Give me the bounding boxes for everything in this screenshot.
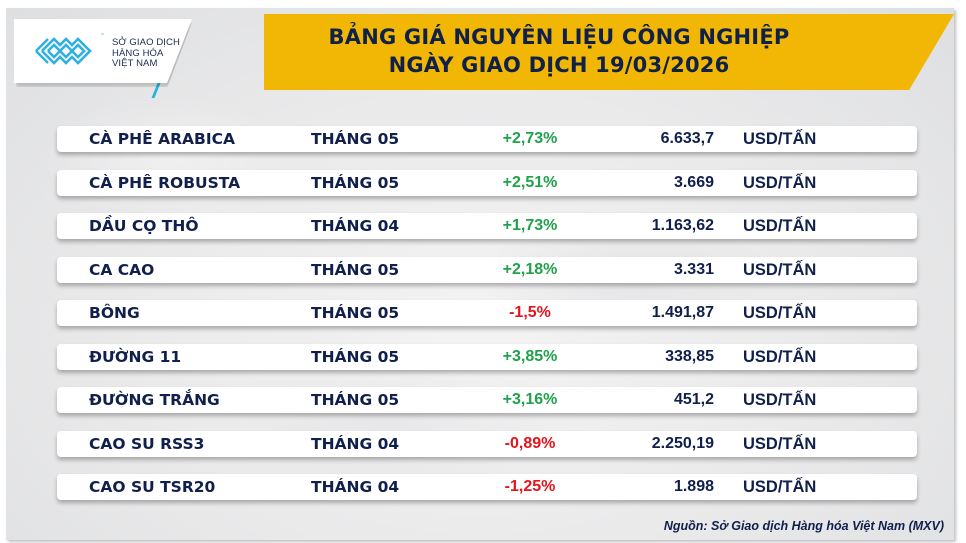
page-title: BẢNG GIÁ NGUYÊN LIỆU CÔNG NGHIỆP NGÀY GI…	[264, 23, 854, 79]
commodity-name: CA CAO	[89, 260, 155, 279]
logo-text: SỞ GIAO DỊCH HÀNG HÓA VIỆT NAM	[112, 37, 180, 70]
logo-text-line: VIỆT NAM	[112, 58, 158, 69]
price-change: +2,18%	[502, 260, 558, 278]
table-row: CAO SU RSS3 THÁNG 04 -0,89% 2.250,19 USD…	[57, 430, 917, 457]
commodity-name: CAO SU TSR20	[89, 478, 216, 496]
price-change: -1,5%	[509, 304, 551, 321]
commodity-name: ĐƯỜNG TRẮNG	[89, 391, 220, 409]
price-change: +3,16%	[502, 391, 558, 408]
price-value: 6.633,7	[660, 130, 714, 147]
table-row: ĐƯỜNG TRẮNG THÁNG 05 +3,16% 451,2 USD/TẤ…	[57, 387, 917, 413]
price-change: -1,25%	[504, 478, 556, 495]
commodity-name: ĐƯỜNG 11	[89, 347, 182, 366]
price-value: 3.331	[673, 260, 714, 278]
logo-text-line: SỞ GIAO DỊCH	[112, 37, 180, 48]
price-unit: USD/TẤN	[743, 304, 817, 322]
table-row: CAO SU TSR20 THÁNG 04 -1,25% 1.898 USD/T…	[57, 474, 917, 500]
price-value: 3.669	[673, 173, 714, 191]
price-change: +1,73%	[502, 217, 558, 234]
table-row: ĐƯỜNG 11 THÁNG 05 +3,85% 338,85 USD/TẤN	[57, 343, 917, 370]
source-note: Nguồn: Sở Giao dịch Hàng hóa Việt Nam (M…	[663, 519, 944, 533]
commodity-name: DẦU CỌ THÔ	[89, 217, 199, 235]
table-row: CÀ PHÊ ROBUSTA THÁNG 05 +2,51% 3.669 USD…	[57, 169, 917, 196]
price-value: 338,85	[665, 347, 714, 365]
price-unit: USD/TẤN	[743, 173, 817, 192]
price-unit: USD/TẤN	[743, 217, 817, 235]
contract-month: THÁNG 04	[311, 217, 400, 235]
table-row: BÔNG THÁNG 05 -1,5% 1.491,87 USD/TẤN	[57, 300, 917, 326]
price-unit: USD/TẤN	[743, 391, 817, 409]
table-row: CA CAO THÁNG 05 +2,18% 3.331 USD/TẤN	[57, 256, 917, 283]
commodity-name: CÀ PHÊ ROBUSTA	[89, 173, 241, 192]
price-change: -0,89%	[504, 434, 556, 452]
price-value: 1.491,87	[651, 304, 714, 321]
price-unit: USD/TẤN	[743, 478, 817, 496]
commodity-name: CÀ PHÊ ARABICA	[89, 130, 235, 148]
title-line-2: NGÀY GIAO DỊCH 19/03/2026	[388, 53, 730, 77]
price-unit: USD/TẤN	[743, 130, 817, 148]
contract-month: THÁNG 05	[311, 391, 400, 409]
contract-month: THÁNG 04	[311, 478, 400, 496]
price-value: 2.250,19	[651, 434, 714, 452]
title-banner	[264, 14, 954, 90]
price-value: 1.898	[673, 478, 714, 495]
contract-month: THÁNG 05	[311, 130, 400, 148]
commodity-name: BÔNG	[89, 304, 140, 322]
mxv-logo: ™ SỞ GIAO DỊCH HÀNG HÓA VIỆT NAM	[14, 19, 192, 83]
contract-month: THÁNG 05	[311, 304, 400, 322]
commodity-name: CAO SU RSS3	[89, 434, 205, 453]
mxv-logo-icon	[35, 37, 92, 65]
price-change: +3,85%	[502, 347, 558, 365]
price-unit: USD/TẤN	[743, 347, 817, 366]
price-value: 1.163,62	[651, 217, 714, 234]
contract-month: THÁNG 04	[311, 434, 400, 453]
price-board: ™ SỞ GIAO DỊCH HÀNG HÓA VIỆT NAM BẢNG GI…	[6, 8, 954, 540]
title-line-1: BẢNG GIÁ NGUYÊN LIỆU CÔNG NGHIỆP	[328, 25, 790, 49]
trademark-mark: ™	[100, 33, 105, 39]
price-unit: USD/TẤN	[743, 434, 817, 453]
price-value: 451,2	[673, 391, 714, 408]
contract-month: THÁNG 05	[311, 260, 400, 279]
table-row: CÀ PHÊ ARABICA THÁNG 05 +2,73% 6.633,7 U…	[57, 126, 917, 152]
contract-month: THÁNG 05	[311, 347, 400, 366]
contract-month: THÁNG 05	[311, 173, 400, 192]
price-change: +2,51%	[502, 173, 558, 191]
logo-text-line: HÀNG HÓA	[112, 47, 164, 59]
price-change: +2,73%	[502, 130, 558, 147]
price-unit: USD/TẤN	[743, 260, 817, 279]
table-row: DẦU CỌ THÔ THÁNG 04 +1,73% 1.163,62 USD/…	[57, 213, 917, 239]
